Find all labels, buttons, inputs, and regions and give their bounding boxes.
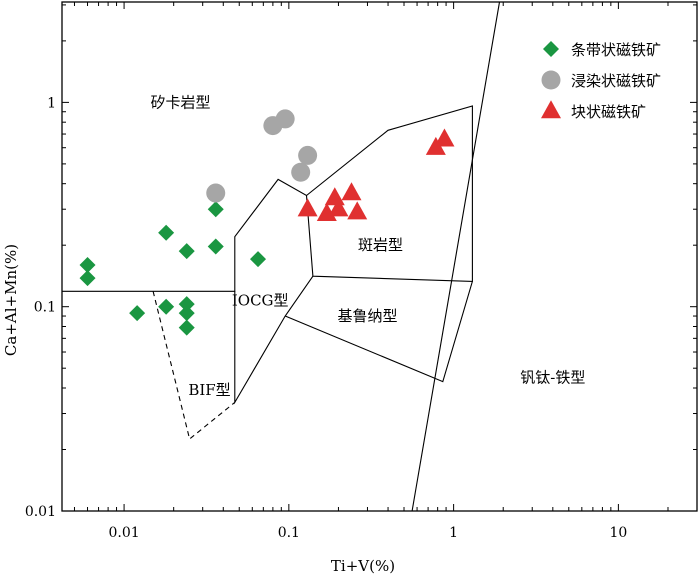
circle-point (291, 162, 311, 182)
y-tick-label: 0.1 (34, 300, 56, 316)
x-tick-label: 1 (449, 525, 458, 541)
boundary-line-5 (152, 291, 236, 440)
field-label: 钒钛-铁型 (520, 369, 585, 387)
legend-diamond-marker (543, 41, 559, 57)
boundary-line-2 (234, 275, 314, 405)
diamond-point (207, 201, 224, 218)
x-axis-label: Ti+V(%) (331, 557, 395, 575)
diamond-point (178, 296, 195, 313)
axes: 0.01 0.1 1 10 0.01 0.1 1 (25, 1, 698, 541)
circle-point (275, 109, 295, 129)
y-tick-label: 0.01 (25, 504, 56, 520)
diamond-point (250, 251, 267, 268)
diamond-point (79, 256, 96, 273)
triangle-point (434, 128, 455, 147)
x-tick-label: 0.01 (108, 525, 139, 541)
field-label: 基鲁纳型 (337, 307, 397, 325)
diamond-point (207, 238, 224, 255)
circle-point (206, 183, 226, 203)
diamond-point (178, 305, 195, 322)
x-tick-label: 0.1 (278, 525, 300, 541)
x-tick-label: 10 (609, 525, 627, 541)
triangle-point (341, 182, 362, 201)
legend-triangle-marker (541, 100, 561, 119)
diamond-point (79, 270, 96, 287)
boundary-line-1 (62, 105, 473, 292)
boundary-line-4 (411, 1, 501, 512)
field-label: 矽卡岩型 (150, 93, 210, 111)
legend-circle-marker (541, 70, 561, 90)
boundary-line-3 (284, 281, 473, 383)
triangle-point (324, 187, 345, 206)
diamond-point (158, 224, 175, 241)
field-label: IOCG型 (232, 292, 289, 310)
triangle-point (316, 202, 337, 221)
circle-point (298, 145, 318, 165)
y-tick-label: 1 (47, 95, 56, 111)
plot-frame (61, 1, 698, 512)
triangle-point (297, 198, 318, 217)
y-axis-label: Ca+Al+Mn(%) (2, 244, 20, 356)
legend-label: 条带状磁铁矿 (571, 41, 661, 59)
diamond-point (158, 298, 175, 315)
field-label: BIF型 (188, 381, 230, 399)
data-points (79, 109, 455, 336)
field-boundaries (62, 1, 501, 512)
diamond-point (178, 319, 195, 336)
triangle-point (328, 198, 349, 217)
diamond-point (129, 305, 146, 322)
legend-label: 块状磁铁矿 (571, 103, 646, 121)
diamond-point (178, 243, 195, 260)
triangle-point (347, 201, 368, 220)
field-label: 斑岩型 (358, 236, 403, 254)
legend-label: 浸染状磁铁矿 (571, 72, 661, 90)
